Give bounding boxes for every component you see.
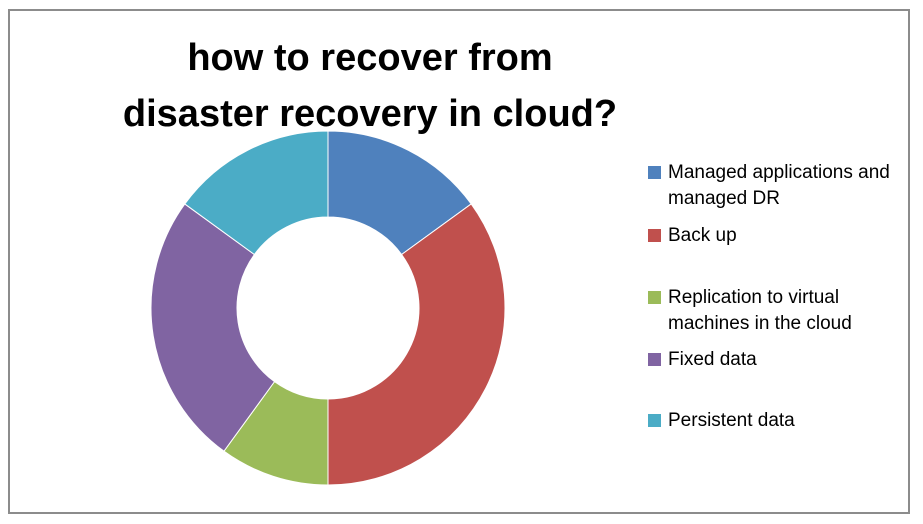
donut-slice (327, 203, 506, 486)
donut-slice (327, 130, 472, 256)
legend-swatch (648, 291, 661, 304)
legend-swatch (648, 353, 661, 366)
donut-slice (184, 130, 329, 256)
legend-item: Persistent data (648, 408, 918, 434)
legend-label: Back up (668, 225, 737, 246)
legend-item: Back up (648, 223, 918, 249)
legend-item: Fixed data (648, 347, 918, 373)
legend-item: Replication to virtual machines in the c… (648, 285, 918, 337)
legend-label: Replication to virtual machines in the c… (668, 287, 852, 334)
donut-slice (150, 203, 276, 452)
legend-item: Managed applications and managed DR (648, 160, 918, 212)
legend-swatch (648, 414, 661, 427)
legend-swatch (648, 166, 661, 179)
legend-swatch (648, 229, 661, 242)
legend-label: Fixed data (668, 349, 757, 370)
legend-label: Persistent data (668, 410, 795, 431)
chart-title: how to recover from disaster recovery in… (122, 37, 618, 135)
legend-label: Managed applications and managed DR (668, 162, 890, 209)
